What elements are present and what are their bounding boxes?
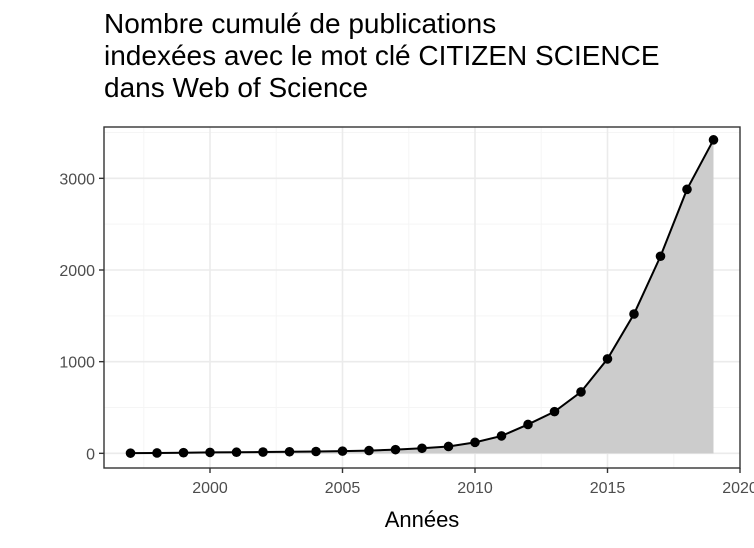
data-point <box>655 251 666 262</box>
data-point <box>523 419 533 430</box>
x-tick-label: 2005 <box>325 480 361 497</box>
data-point <box>258 447 268 457</box>
data-point <box>284 446 295 457</box>
data-point <box>682 184 692 195</box>
x-axis-title: Années <box>385 507 460 532</box>
data-point <box>417 443 427 454</box>
x-tick-label: 2000 <box>192 480 228 497</box>
data-point <box>125 448 136 458</box>
data-point <box>337 446 348 456</box>
points-layer <box>125 135 719 458</box>
area-fill <box>130 139 714 454</box>
data-point <box>549 406 560 417</box>
data-point <box>152 448 162 458</box>
data-point <box>178 447 189 458</box>
chart-title-line: dans Web of Science <box>104 72 369 103</box>
area-layer <box>130 139 714 454</box>
x-tick-label: 2015 <box>590 480 626 497</box>
y-tick-label: 2000 <box>59 263 95 280</box>
data-point <box>629 309 639 319</box>
data-point <box>231 447 242 458</box>
data-point <box>311 446 321 457</box>
axis-ticks: 2000 2005 2010 2015 2020 0 1000 2000 3000 <box>59 171 754 497</box>
panel-border <box>103 126 741 469</box>
chart-title-line: indexées avec le mot clé CITIZEN SCIENCE <box>104 40 660 71</box>
x-tick-label: 2010 <box>457 480 493 497</box>
chart-title-line: Nombre cumulé de publications <box>104 8 497 39</box>
data-point <box>205 447 215 458</box>
data-point <box>364 445 374 456</box>
data-point <box>602 354 613 364</box>
x-tick-label: 2020 <box>722 480 754 497</box>
data-point <box>496 431 507 441</box>
data-point <box>443 441 454 452</box>
y-tick-label: 0 <box>86 446 95 463</box>
data-point <box>708 135 719 145</box>
chart-title: Nombre cumulé de publications indexées a… <box>104 8 754 104</box>
panel-frame <box>103 126 741 469</box>
data-point <box>390 444 401 455</box>
y-tick-label: 1000 <box>59 355 95 372</box>
data-point <box>576 387 586 397</box>
y-tick-label: 3000 <box>59 171 95 188</box>
data-point <box>470 437 480 448</box>
